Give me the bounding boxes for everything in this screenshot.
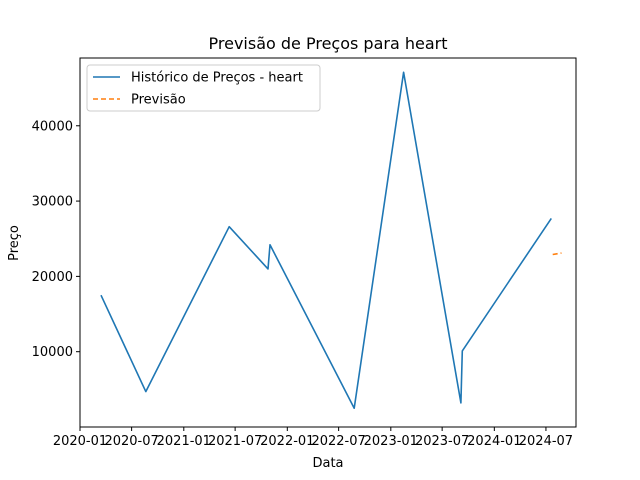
x-tick-label: 2020-07 bbox=[104, 434, 158, 449]
plot-frame bbox=[79, 57, 577, 428]
series-line-previsao bbox=[552, 252, 562, 256]
y-axis-title: Preço bbox=[7, 225, 22, 261]
x-axis-title: Data bbox=[312, 456, 343, 471]
x-tick-label: 2023-07 bbox=[415, 434, 469, 449]
x-axis: 2020-012020-072021-012021-072022-012022-… bbox=[53, 427, 573, 449]
y-tick-label: 10000 bbox=[32, 345, 73, 360]
x-tick-label: 2020-01 bbox=[53, 434, 107, 449]
y-tick-label: 20000 bbox=[32, 270, 73, 285]
legend-label: Histórico de Preços - heart bbox=[131, 71, 303, 86]
y-axis: 10000 20000 30000 40000 bbox=[32, 119, 80, 360]
y-tick-label: 40000 bbox=[32, 119, 73, 134]
x-tick-label: 2022-01 bbox=[260, 434, 314, 449]
x-tick-label: 2021-01 bbox=[157, 434, 211, 449]
x-tick-label: 2021-07 bbox=[208, 434, 262, 449]
x-tick-label: 2022-07 bbox=[311, 434, 365, 449]
x-tick-label: 2024-01 bbox=[467, 434, 521, 449]
legend-box bbox=[86, 64, 321, 112]
x-tick-label: 2024-07 bbox=[519, 434, 573, 449]
series-line-historico bbox=[100, 71, 552, 410]
legend: Histórico de Preços - heart Previsão bbox=[86, 64, 321, 112]
x-tick-label: 2023-01 bbox=[364, 434, 418, 449]
y-tick-label: 30000 bbox=[32, 195, 73, 210]
plot-area bbox=[100, 71, 562, 410]
chart-title: Previsão de Preços para heart bbox=[209, 34, 448, 53]
legend-label: Previsão bbox=[131, 93, 186, 108]
